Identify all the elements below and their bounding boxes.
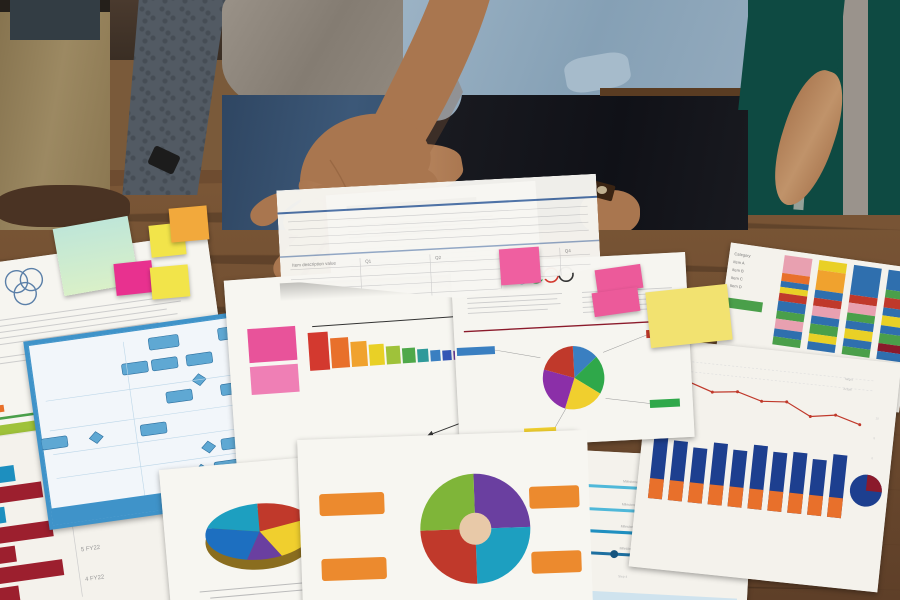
svg-text:Q2: Q2: [435, 255, 442, 260]
svg-text:Target: Target: [844, 377, 853, 382]
svg-text:Q1: Q1: [365, 259, 372, 264]
svg-text:Q4: Q4: [565, 248, 572, 253]
svg-text:Step 4: Step 4: [618, 574, 628, 578]
svg-text:Actual: Actual: [843, 387, 852, 392]
